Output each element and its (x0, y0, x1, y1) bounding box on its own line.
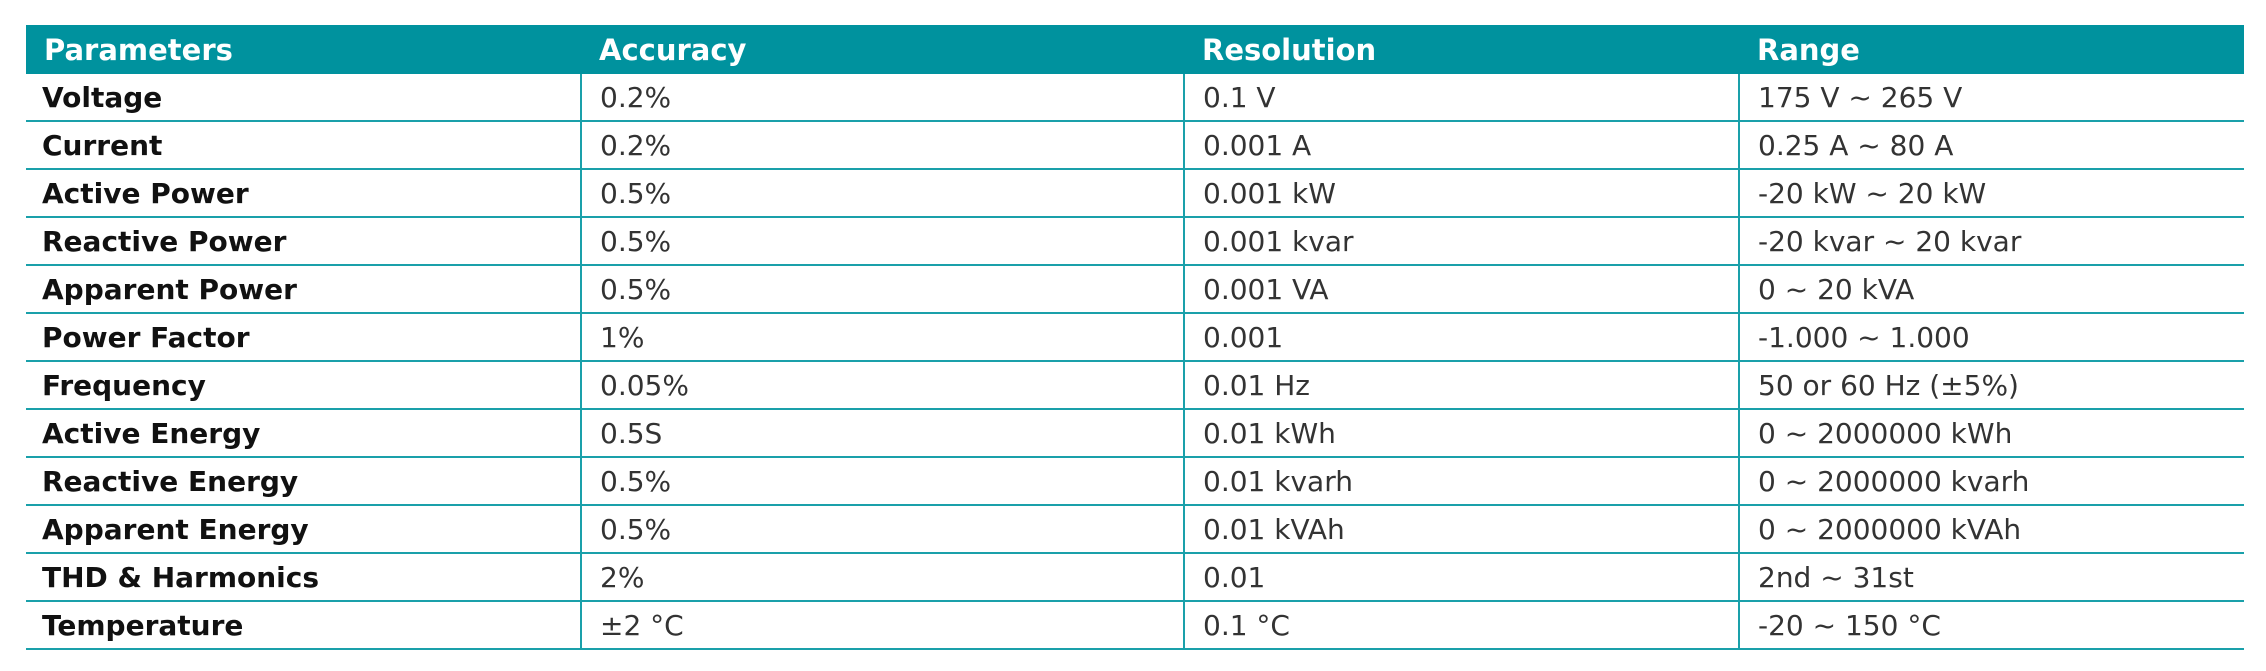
spec-table-wrap: Parameters Accuracy Resolution Range Voltag… (26, 25, 2244, 650)
table-row: Reactive Power 0.5% 0.001 kvar -20 kvar ~ 2… (26, 217, 2244, 266)
table-row: Voltage 0.2% 0.1 V 175 V ~ 265 V (26, 74, 2244, 122)
parameter-cell: Reactive Energy (26, 457, 581, 506)
parameter-cell: Active Power (26, 169, 581, 218)
value-cell: 0.5% (580, 169, 1184, 218)
table-row: THD & Harmonics 2% 0.01 2nd ~ 31st (26, 553, 2244, 602)
value-cell: 0.5S (580, 409, 1184, 458)
value-cell: 0.001 VA (1183, 265, 1739, 314)
value-cell: -20 ~ 150 °C (1738, 601, 2244, 650)
header-cell: Resolution (1184, 25, 1739, 74)
header-cell: Parameters (26, 25, 581, 74)
value-cell: 0.5% (580, 217, 1184, 266)
value-cell: 0 ~ 20 kVA (1738, 265, 2244, 314)
table-row: Apparent Energy 0.5% 0.01 kVAh 0 ~ 2000000 … (26, 505, 2244, 554)
value-cell: 175 V ~ 265 V (1738, 74, 2244, 122)
value-cell: 0.05% (580, 361, 1184, 410)
table-row: Frequency 0.05% 0.01 Hz 50 or 60 Hz (±5%) (26, 361, 2244, 410)
value-cell: 0.001 kW (1183, 169, 1739, 218)
parameter-cell: Frequency (26, 361, 581, 410)
value-cell: 0.01 Hz (1183, 361, 1739, 410)
value-cell: 0.01 kWh (1183, 409, 1739, 458)
value-cell: 0.25 A ~ 80 A (1738, 121, 2244, 170)
value-cell: 0 ~ 2000000 kVAh (1738, 505, 2244, 554)
value-cell: 0.1 °C (1183, 601, 1739, 650)
value-cell: 0.1 V (1183, 74, 1739, 122)
value-cell: 0.001 (1183, 313, 1739, 362)
value-cell: 0.001 kvar (1183, 217, 1739, 266)
header-cell: Range (1739, 25, 2244, 74)
parameter-cell: Apparent Energy (26, 505, 581, 554)
value-cell: 0.5% (580, 505, 1184, 554)
value-cell: 1% (580, 313, 1184, 362)
value-cell: 0.2% (580, 74, 1184, 122)
table-row: Reactive Energy 0.5% 0.01 kvarh 0 ~ 2000000… (26, 457, 2244, 506)
value-cell: ±2 °C (580, 601, 1184, 650)
value-cell: 50 or 60 Hz (±5%) (1738, 361, 2244, 410)
parameter-cell: Active Energy (26, 409, 581, 458)
value-cell: 0.01 kvarh (1183, 457, 1739, 506)
header-row: Parameters Accuracy Resolution Range (26, 25, 2244, 74)
parameter-cell: Apparent Power (26, 265, 581, 314)
parameter-cell: Reactive Power (26, 217, 581, 266)
parameter-cell: Voltage (26, 74, 581, 122)
table-row: Temperature ±2 °C 0.1 °C -20 ~ 150 °C (26, 601, 2244, 650)
header-cell: Accuracy (581, 25, 1184, 74)
value-cell: 0 ~ 2000000 kvarh (1738, 457, 2244, 506)
table-row: Power Factor 1% 0.001 -1.000 ~ 1.000 (26, 313, 2244, 362)
parameter-cell: THD & Harmonics (26, 553, 581, 602)
spec-table: Parameters Accuracy Resolution Range Voltag… (26, 25, 2244, 650)
table-row: Apparent Power 0.5% 0.001 VA 0 ~ 20 kVA (26, 265, 2244, 314)
table-row: Current 0.2% 0.001 A 0.25 A ~ 80 A (26, 121, 2244, 170)
table-row: Active Energy 0.5S 0.01 kWh 0 ~ 2000000 kWh (26, 409, 2244, 458)
value-cell: 2% (580, 553, 1184, 602)
parameter-cell: Current (26, 121, 581, 170)
value-cell: 0.01 (1183, 553, 1739, 602)
table-row: Active Power 0.5% 0.001 kW -20 kW ~ 20 kW (26, 169, 2244, 218)
value-cell: 0.5% (580, 457, 1184, 506)
value-cell: 0.001 A (1183, 121, 1739, 170)
value-cell: -20 kvar ~ 20 kvar (1738, 217, 2244, 266)
value-cell: 0 ~ 2000000 kWh (1738, 409, 2244, 458)
value-cell: -20 kW ~ 20 kW (1738, 169, 2244, 218)
parameter-cell: Power Factor (26, 313, 581, 362)
value-cell: 2nd ~ 31st (1738, 553, 2244, 602)
value-cell: -1.000 ~ 1.000 (1738, 313, 2244, 362)
table-body: Voltage 0.2% 0.1 V 175 V ~ 265 V Current 0.2%… (26, 74, 2244, 650)
parameter-cell: Temperature (26, 601, 581, 650)
value-cell: 0.5% (580, 265, 1184, 314)
value-cell: 0.01 kVAh (1183, 505, 1739, 554)
value-cell: 0.2% (580, 121, 1184, 170)
